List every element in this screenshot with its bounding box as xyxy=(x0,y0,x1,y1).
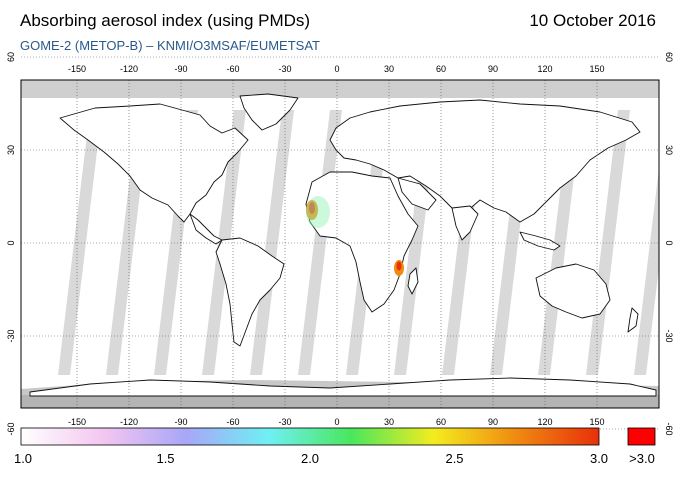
map-date: 10 October 2016 xyxy=(529,11,656,30)
arabia xyxy=(397,177,437,211)
latitude-tick-label: 0 xyxy=(6,240,16,245)
longitude-tick-label: 0 xyxy=(334,417,339,427)
madagascar xyxy=(407,267,419,295)
latitude-tick-label: 30 xyxy=(6,145,16,155)
longitude-tick-label: -60 xyxy=(226,64,239,74)
longitude-tick-label: -150 xyxy=(68,417,86,427)
longitude-labels-bottom: -150 -120 -90 -60 -30 0 30 60 90 120 150 xyxy=(68,417,605,427)
longitude-tick-label: 120 xyxy=(537,417,552,427)
north-nodata-band xyxy=(21,80,659,98)
longitude-tick-label: -30 xyxy=(278,417,291,427)
longitude-tick-label: 90 xyxy=(488,417,498,427)
latitude-tick-label: 30 xyxy=(664,145,674,155)
new-zealand xyxy=(627,307,639,333)
longitude-tick-label: 30 xyxy=(384,64,394,74)
longitude-tick-label: 120 xyxy=(537,64,552,74)
aerosol-hotspots xyxy=(306,196,404,276)
longitude-tick-label: -90 xyxy=(174,417,187,427)
india xyxy=(451,205,479,241)
colorbar-overflow-label: >3.0 xyxy=(629,451,655,466)
latitude-tick-label: 60 xyxy=(664,52,674,62)
map-title: Absorbing aerosol index (using PMDs) xyxy=(20,11,311,30)
latitude-tick-label: 60 xyxy=(6,52,16,62)
longitude-tick-label: 0 xyxy=(334,64,339,74)
orbit-gap xyxy=(58,110,102,375)
latitude-tick-label: 0 xyxy=(664,240,674,245)
colorbar-tick-label: 1.5 xyxy=(156,451,175,466)
orbit-gap xyxy=(250,110,294,375)
australia xyxy=(535,263,611,319)
latitude-labels-right: 60 30 0 -30 -60 xyxy=(664,52,674,436)
colorbar-tick-label: 2.0 xyxy=(300,451,320,466)
longitude-tick-label: -150 xyxy=(68,64,86,74)
colorbar-tick-label: 2.5 xyxy=(445,451,464,466)
longitude-tick-label: 90 xyxy=(488,64,498,74)
latitude-tick-label: -60 xyxy=(6,422,16,435)
latitude-tick-label: -30 xyxy=(6,329,16,342)
south-america xyxy=(215,237,285,347)
orbit-gap xyxy=(634,167,659,375)
land-outlines xyxy=(29,93,657,397)
longitude-tick-label: -90 xyxy=(174,64,187,74)
colorbar-overflow-swatch xyxy=(627,427,656,446)
africa xyxy=(305,171,419,313)
map-subtitle: GOME-2 (METOP-B) – KNMI/O3MSAF/EUMETSAT xyxy=(20,38,320,53)
aerosol-hotspot-west-africa-core xyxy=(309,202,315,214)
aerosol-hotspot-southern-africa-core xyxy=(396,261,402,271)
longitude-tick-label: 60 xyxy=(436,417,446,427)
north-america xyxy=(59,103,249,223)
longitude-tick-label: -60 xyxy=(226,417,239,427)
latitude-tick-label: -30 xyxy=(664,329,674,342)
longitude-tick-label: 60 xyxy=(436,64,446,74)
longitude-labels-top: -150 -120 -90 -60 -30 0 30 60 90 120 150 xyxy=(68,64,605,74)
longitude-tick-label: 150 xyxy=(589,417,604,427)
southeast-asia-islands xyxy=(519,231,561,251)
longitude-tick-label: 30 xyxy=(384,417,394,427)
latitude-labels-left: 60 30 0 -30 -60 xyxy=(6,52,16,436)
antarctica xyxy=(29,377,657,397)
longitude-tick-label: -120 xyxy=(120,64,138,74)
greenland xyxy=(239,93,299,131)
longitude-tick-label: 150 xyxy=(589,64,604,74)
longitude-tick-label: -30 xyxy=(278,64,291,74)
longitude-tick-label: -120 xyxy=(120,417,138,427)
latitude-tick-label: -60 xyxy=(664,422,674,435)
aerosol-haze-west-africa xyxy=(306,196,330,228)
colorbar xyxy=(20,427,600,446)
map-frame-border xyxy=(20,79,660,409)
eurasia xyxy=(329,99,641,223)
colorbar-tick-label: 1.0 xyxy=(13,451,33,466)
colorbar-tick-label: 3.0 xyxy=(589,451,609,466)
